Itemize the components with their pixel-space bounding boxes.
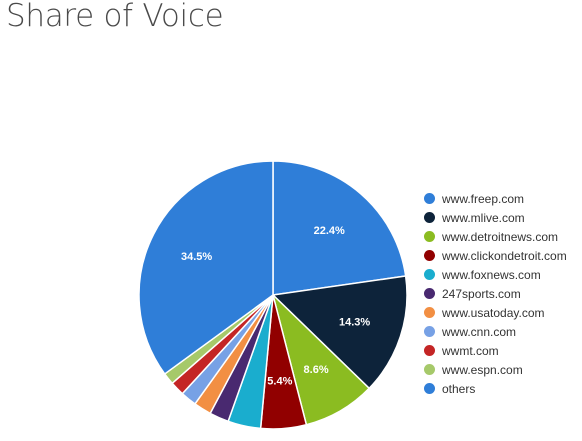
data-label: 5.4% [267, 375, 292, 387]
pie-slice-www-freep-com[interactable] [272, 160, 407, 296]
legend-label: www.espn.com [442, 362, 523, 377]
legend-item[interactable]: others [424, 379, 567, 398]
legend-label: 247sports.com [442, 286, 521, 301]
legend-item[interactable]: www.foxnews.com [424, 265, 567, 284]
legend-label: others [442, 381, 476, 396]
data-label: 34.5% [181, 251, 212, 263]
legend-dot-icon [424, 326, 435, 337]
chart-legend: www.freep.com www.mlive.com www.detroitnew… [424, 189, 567, 398]
legend-item[interactable]: www.espn.com [424, 360, 567, 379]
legend-item[interactable]: www.detroitnews.com [424, 227, 567, 246]
legend-label: www.detroitnews.com [442, 229, 559, 244]
pie-slice-www-mlive-com[interactable] [272, 275, 408, 390]
legend-label: www.cnn.com [442, 324, 517, 339]
data-label: 14.3% [339, 317, 370, 329]
legend-label: www.clickondetroit.com [442, 248, 567, 263]
legend-dot-icon [424, 212, 435, 223]
legend-item[interactable]: www.mlive.com [424, 208, 567, 227]
legend-dot-icon [424, 193, 435, 204]
chart-title: Share of Voice [6, 0, 224, 34]
legend-dot-icon [424, 345, 435, 356]
legend-dot-icon [424, 231, 435, 242]
legend-item[interactable]: wwmt.com [424, 341, 567, 360]
legend-dot-icon [424, 364, 435, 375]
legend-item[interactable]: www.clickondetroit.com [424, 246, 567, 265]
data-label: 8.6% [304, 364, 329, 376]
legend-item[interactable]: www.usatoday.com [424, 303, 567, 322]
legend-label: www.mlive.com [442, 210, 525, 225]
legend-dot-icon [424, 288, 435, 299]
legend-label: www.foxnews.com [442, 267, 541, 282]
legend-label: www.usatoday.com [442, 305, 545, 320]
legend-label: www.freep.com [442, 191, 525, 206]
pie-slice-others[interactable] [138, 160, 274, 375]
legend-item[interactable]: www.freep.com [424, 189, 567, 208]
legend-item[interactable]: www.cnn.com [424, 322, 567, 341]
data-label: 22.4% [314, 225, 345, 237]
legend-label: wwmt.com [442, 343, 499, 358]
legend-dot-icon [424, 307, 435, 318]
legend-dot-icon [424, 383, 435, 394]
legend-item[interactable]: 247sports.com [424, 284, 567, 303]
legend-dot-icon [424, 250, 435, 261]
legend-dot-icon [424, 269, 435, 280]
